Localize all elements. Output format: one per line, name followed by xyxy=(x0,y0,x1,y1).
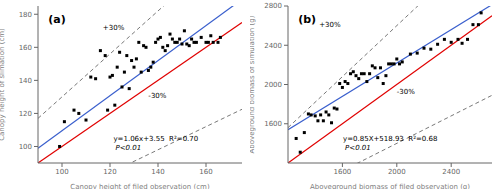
svg-text:160: 160 xyxy=(19,44,32,52)
svg-text:Aboveground biomass of simulat: Aboveground biomass of simulation (g) xyxy=(250,15,256,153)
html-text:y=0.85X+518.93 R²=0.68: y=0.85X+518.93 R²=0.68 xyxy=(343,135,438,144)
svg-text:Canopy height of filed observa: Canopy height of filed observation (cm) xyxy=(70,183,210,189)
html-text:y=1.06x+3.55 R²=0.70: y=1.06x+3.55 R²=0.70 xyxy=(113,135,199,144)
svg-text:2000: 2000 xyxy=(264,81,282,89)
html-text:P<0.01: P<0.01 xyxy=(115,144,142,152)
html-text:(a): (a) xyxy=(48,12,66,26)
svg-text:180: 180 xyxy=(19,11,32,19)
svg-text:2000: 2000 xyxy=(388,168,406,176)
html-text:(b): (b) xyxy=(298,12,317,26)
svg-text:Canopy height of slimation (cm: Canopy height of slimation (cm) xyxy=(0,28,6,141)
svg-text:1600: 1600 xyxy=(333,168,351,176)
svg-text:100: 100 xyxy=(19,143,32,151)
html-text:-30%: -30% xyxy=(396,88,415,97)
svg-text:Aboveground biomass of filed o: Aboveground biomass of filed observation… xyxy=(310,183,470,189)
svg-text:120: 120 xyxy=(19,110,32,118)
svg-text:140: 140 xyxy=(151,168,164,176)
svg-text:2400: 2400 xyxy=(442,168,460,176)
svg-text:100: 100 xyxy=(55,168,68,176)
svg-text:160: 160 xyxy=(199,168,212,176)
svg-text:2800: 2800 xyxy=(264,2,282,10)
html-text:-30%: -30% xyxy=(148,92,167,101)
svg-text:140: 140 xyxy=(19,77,32,85)
svg-text:1600: 1600 xyxy=(264,120,282,128)
html-text:+30%: +30% xyxy=(319,20,341,29)
html-text:+30%: +30% xyxy=(102,24,125,33)
html-text:P<0.01: P<0.01 xyxy=(345,144,371,152)
svg-text:120: 120 xyxy=(103,168,116,176)
svg-text:2400: 2400 xyxy=(264,42,282,50)
